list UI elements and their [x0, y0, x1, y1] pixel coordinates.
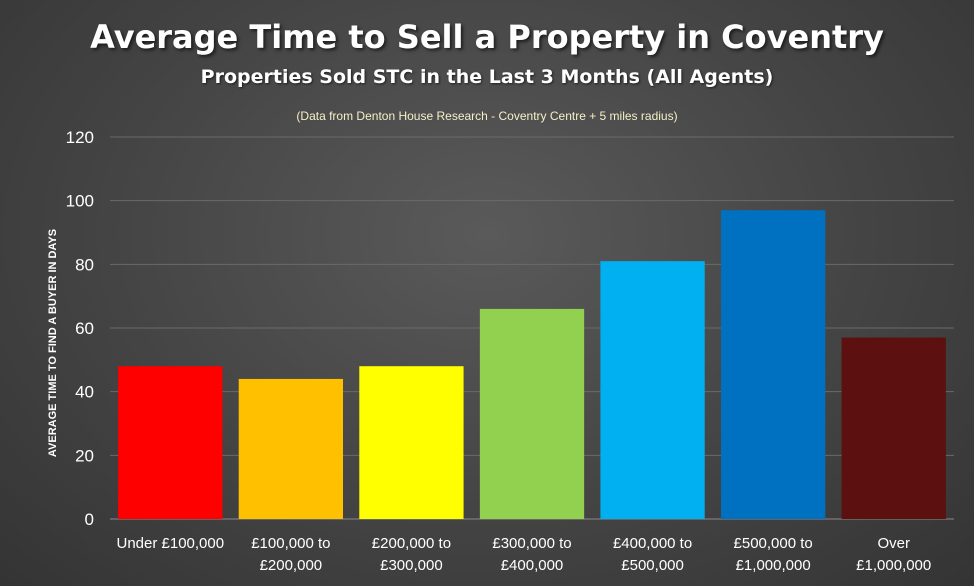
x-tick-label: £200,000 to — [372, 535, 451, 552]
y-tick-label: 0 — [85, 510, 94, 529]
y-tick-label: 100 — [66, 192, 94, 211]
bar — [479, 308, 585, 519]
data-source-note: (Data from Denton House Research - Coven… — [296, 109, 678, 123]
bar — [720, 210, 826, 519]
x-tick-label: £300,000 to — [492, 535, 571, 552]
bar — [118, 366, 223, 519]
bar — [238, 378, 344, 519]
x-tick-label: £500,000 to — [734, 535, 813, 552]
bar — [359, 366, 464, 519]
y-axis: 0 20 40 60 80 100 120 — [66, 128, 94, 529]
y-tick-label: 60 — [75, 319, 94, 338]
x-tick-label: £400,000 — [501, 557, 564, 574]
x-tick-label: £400,000 to — [613, 535, 692, 552]
x-tick-label: £300,000 — [380, 557, 443, 574]
x-axis: Under £100,000 £100,000 to £200,000 £200,00… — [116, 535, 931, 574]
y-tick-label: 40 — [75, 383, 94, 402]
y-tick-label: 80 — [75, 255, 94, 274]
chart-title: Average Time to Sell a Property in Coven… — [90, 18, 884, 56]
x-tick-label: £1,000,000 — [856, 557, 931, 574]
x-tick-label: £500,000 — [621, 557, 684, 574]
x-tick-label: Over — [877, 535, 910, 552]
x-tick-label: Under £100,000 — [116, 535, 224, 552]
x-tick-label: £100,000 to — [251, 535, 330, 552]
bar — [841, 337, 946, 519]
chart-subtitle: Properties Sold STC in the Last 3 Months… — [200, 66, 774, 88]
bars — [118, 210, 946, 519]
x-tick-label: £200,000 — [260, 557, 323, 574]
y-tick-label: 120 — [66, 128, 94, 147]
x-tick-label: £1,000,000 — [736, 557, 811, 574]
bar — [600, 261, 705, 519]
y-tick-label: 20 — [75, 446, 94, 465]
y-axis-label: AVERAGE TIME TO FIND A BUYER IN DAYS — [47, 229, 59, 457]
